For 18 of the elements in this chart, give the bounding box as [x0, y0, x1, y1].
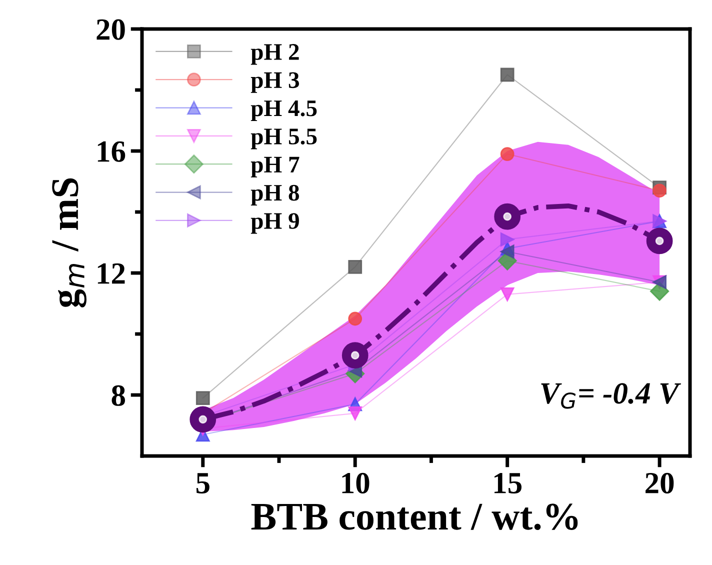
annotation: V$_{G}$= -0.4 V	[541, 383, 681, 409]
legend-label: pH 5.5	[250, 128, 317, 150]
legend-label: pH 4.5	[250, 100, 317, 122]
y-tick-label: 16	[98, 141, 126, 162]
legend-label: pH 7	[250, 156, 300, 178]
x-axis-title: BTB content / wt.%	[251, 504, 578, 530]
y-tick-label: 12	[98, 263, 125, 284]
x-tick-label: 5	[196, 473, 210, 494]
y-tick-label: 8	[112, 385, 126, 406]
legend-label: pH 3	[250, 72, 300, 93]
y-tick-label: 20	[96, 19, 125, 40]
legend-label: pH 9	[250, 213, 299, 234]
x-tick-label: 20	[646, 472, 674, 494]
y-axis-title: g$_{m}$ / mS	[52, 178, 86, 308]
legend-label: pH 2	[250, 44, 299, 65]
x-tick-label: 10	[342, 472, 370, 494]
legend-label: pH 8	[250, 184, 300, 206]
x-tick-label: 15	[494, 473, 522, 494]
